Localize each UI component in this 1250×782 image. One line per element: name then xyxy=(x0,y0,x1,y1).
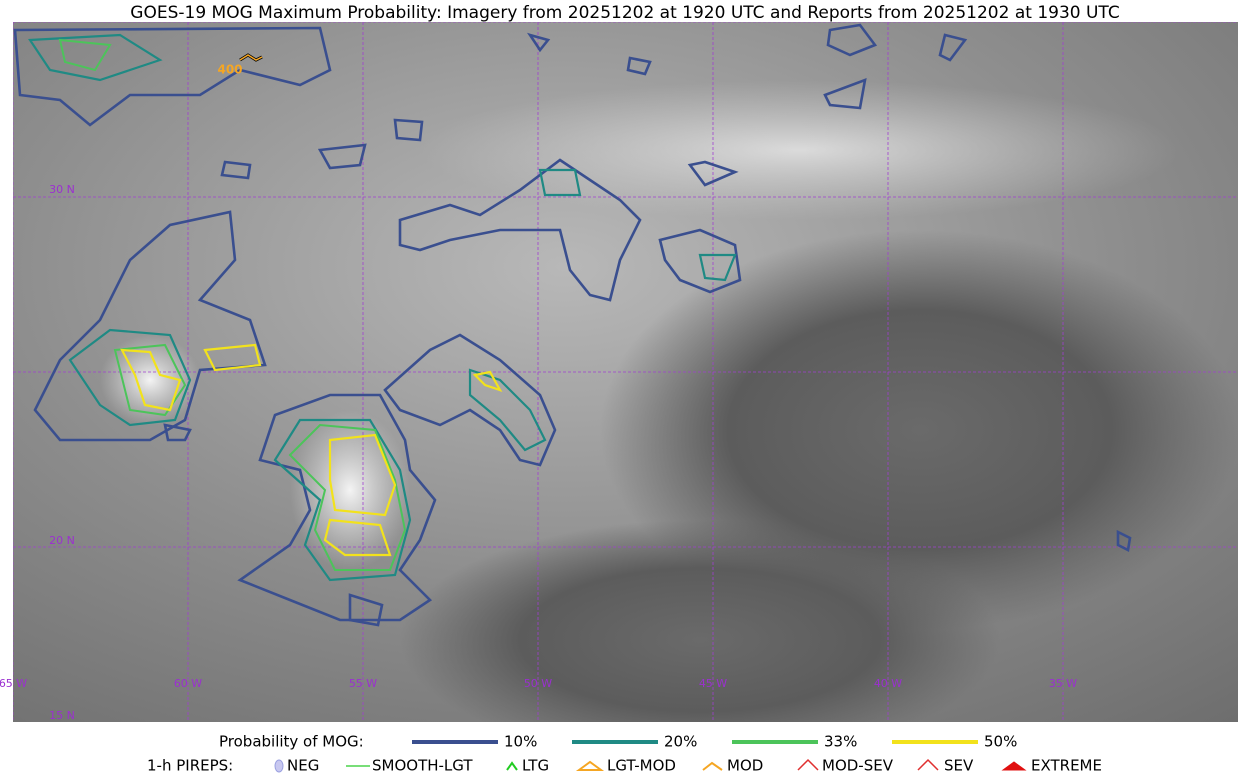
contour-20 xyxy=(28,33,163,82)
pirep-icon xyxy=(797,758,819,771)
pirep-icon xyxy=(506,761,518,771)
contour-50 xyxy=(323,433,397,557)
contour-50 xyxy=(203,343,262,372)
cloud xyxy=(100,335,200,425)
lon-label: 35 W xyxy=(1049,677,1077,690)
pirep-label: LTG xyxy=(522,757,549,775)
contour-20 xyxy=(68,328,192,427)
legend: Probability of MOG: 10% 20% 33% 50% xyxy=(219,733,1017,751)
dry-slot xyxy=(400,520,1000,722)
pirep-icon xyxy=(1001,761,1027,771)
contour-10 xyxy=(687,23,1132,552)
pirep-label: SEV xyxy=(944,757,974,775)
pirep-icon xyxy=(702,761,723,771)
map: 400 xyxy=(13,22,1238,722)
contour-33 xyxy=(113,343,187,417)
contour-33 xyxy=(58,38,112,72)
pirep-marker xyxy=(239,54,263,61)
contour-10 xyxy=(13,26,332,127)
contour-33 xyxy=(288,423,407,571)
pirep-label: NEG xyxy=(287,757,319,775)
contour-20 xyxy=(468,368,547,452)
pirep-label: LGT-MOD xyxy=(607,757,676,775)
legend-label: 33% xyxy=(824,733,857,751)
legend-label: 10% xyxy=(504,733,537,751)
pirep-icon xyxy=(575,760,605,771)
pirep-title: 1-h PIREPS: xyxy=(147,757,233,775)
legend-title: Probability of MOG: xyxy=(219,733,364,751)
pirep-legend: 1-h PIREPS: NEG SMOOTH-LGT LTG LGT-MOD MOD MOD… xyxy=(147,757,1102,775)
lon-label: 40 W xyxy=(874,677,902,690)
lon-label: 60 W xyxy=(174,677,202,690)
legend-label: 50% xyxy=(984,733,1017,751)
contours xyxy=(13,23,1132,627)
contour-10 xyxy=(237,393,437,622)
contour-10 xyxy=(658,228,742,294)
contour-50 xyxy=(472,370,503,392)
pirep-label: SMOOTH-LGT xyxy=(372,757,473,775)
contour-20 xyxy=(538,168,582,197)
cloud-band xyxy=(420,80,1180,220)
lat-label: 15 N xyxy=(49,709,75,722)
lon-label: 50 W xyxy=(524,677,552,690)
legend-label: 20% xyxy=(664,733,697,751)
geo-labels: 30 N 20 N 15 N 65 W 60 W 55 W 50 W 45 W 40 W 35 W xyxy=(0,183,1077,722)
map-title: GOES-19 MOG Maximum Probability: Imagery… xyxy=(130,3,1119,23)
grid xyxy=(13,22,1238,722)
contour-20 xyxy=(698,253,737,282)
contour-10 xyxy=(163,32,652,627)
pirep-icon xyxy=(274,759,284,773)
flight-level-label: 400 xyxy=(217,63,242,77)
pirep-icon xyxy=(917,758,939,771)
pirep-label: MOD-SEV xyxy=(822,757,894,775)
lon-label: 55 W xyxy=(349,677,377,690)
lat-label: 30 N xyxy=(49,183,75,196)
contour-10 xyxy=(33,210,267,442)
contour-10 xyxy=(383,333,557,467)
contour-50 xyxy=(120,348,182,412)
lat-label: 20 N xyxy=(49,534,75,547)
contour-10 xyxy=(398,158,642,302)
pirep-label: EXTREME xyxy=(1031,757,1102,775)
pirep-label: MOD xyxy=(727,757,763,775)
lon-label: 45 W xyxy=(699,677,727,690)
contour-20 xyxy=(273,418,412,582)
lon-label: 65 W xyxy=(0,677,27,690)
